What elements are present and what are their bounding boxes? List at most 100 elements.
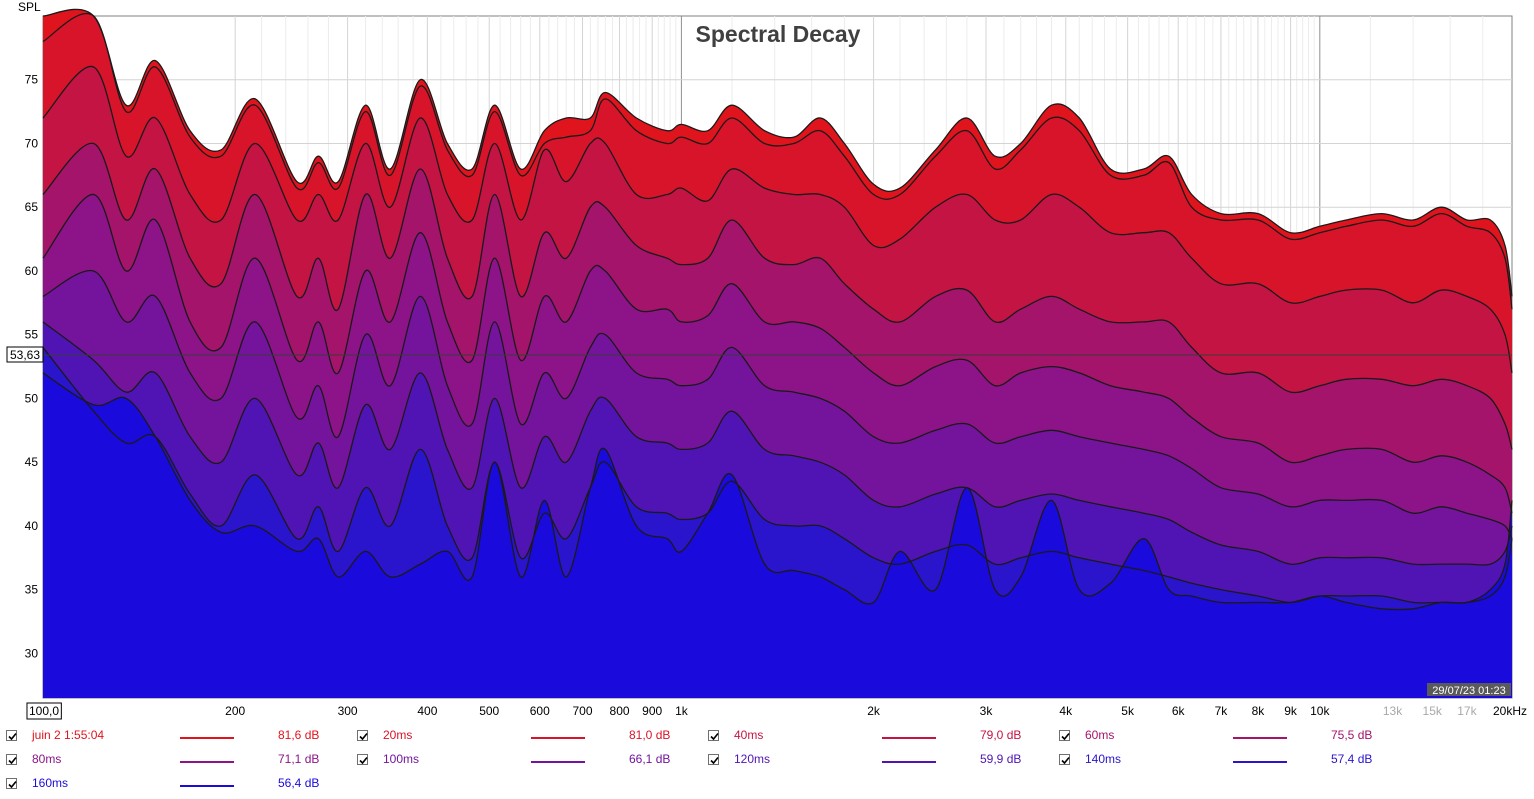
- x-tick-label: 4k: [1059, 704, 1073, 718]
- legend-label: 100ms: [383, 752, 420, 766]
- y-tick-label: 75: [25, 73, 39, 87]
- x-tick-label: 2k: [867, 704, 881, 718]
- x-tick-label: 17k: [1457, 704, 1477, 718]
- x-tick-label: 13k: [1383, 704, 1403, 718]
- legend-level: 59,9 dB: [980, 752, 1022, 766]
- x-start-box[interactable]: [26, 702, 62, 720]
- legend-item[interactable]: 140ms 57,4 dB: [1059, 752, 1399, 772]
- legend-item[interactable]: 60ms 75,5 dB: [1059, 728, 1399, 748]
- legend-checkbox[interactable]: [357, 754, 368, 765]
- legend-label: 120ms: [734, 752, 771, 766]
- y-tick-label: 65: [25, 200, 39, 214]
- legend-item[interactable]: 160ms 56,4 dB: [6, 776, 346, 796]
- decay-line-5: [42, 270, 1513, 540]
- y-tick-label: 35: [25, 583, 39, 597]
- x-tick-label: 20kHz: [1493, 704, 1527, 718]
- y-tick-label: 45: [25, 455, 39, 469]
- y-tick-labels: 30 35 40 45 50 55 60 65 70 75: [25, 73, 39, 661]
- decay-line-0: [42, 8, 1513, 297]
- legend-label: 20ms: [383, 728, 413, 742]
- legend-swatch: [531, 737, 585, 739]
- legend-checkbox[interactable]: [6, 730, 17, 741]
- legend-checkbox[interactable]: [6, 778, 17, 789]
- legend: juin 2 1:55:04 81,6 dB 20ms 81,0 dB 40ms…: [0, 726, 1534, 799]
- legend-label: juin 2 1:55:04: [32, 728, 105, 742]
- legend-checkbox[interactable]: [708, 730, 719, 741]
- legend-item[interactable]: 100ms 66,1 dB: [357, 752, 697, 772]
- legend-checkbox[interactable]: [357, 730, 368, 741]
- legend-item[interactable]: 20ms 81,0 dB: [357, 728, 697, 748]
- checkmark-icon: [8, 780, 17, 789]
- legend-label: 60ms: [1085, 728, 1115, 742]
- legend-level: 81,6 dB: [278, 728, 320, 742]
- x-tick-label: 100,0: [29, 704, 59, 718]
- x-tick-label: 1k: [675, 704, 689, 718]
- legend-level: 71,1 dB: [278, 752, 320, 766]
- x-tick-label: 700: [573, 704, 593, 718]
- x-tick-label: 600: [530, 704, 550, 718]
- legend-item[interactable]: 40ms 79,0 dB: [708, 728, 1048, 748]
- x-tick-label: 10k: [1310, 704, 1330, 718]
- decay-line-4: [42, 193, 1513, 514]
- y-axis-label: SPL: [18, 0, 41, 14]
- legend-item[interactable]: juin 2 1:55:04 81,6 dB: [6, 728, 346, 748]
- decay-line-2: [42, 65, 1513, 374]
- legend-level: 57,4 dB: [1331, 752, 1373, 766]
- legend-swatch: [1233, 737, 1287, 739]
- legend-label: 140ms: [1085, 752, 1122, 766]
- legend-item[interactable]: 120ms 59,9 dB: [708, 752, 1048, 772]
- legend-swatch: [882, 761, 936, 763]
- legend-label: 160ms: [32, 776, 69, 790]
- y-tick-label: 30: [25, 646, 39, 660]
- checkmark-icon: [1061, 756, 1070, 765]
- x-tick-label: 800: [610, 704, 630, 718]
- legend-swatch: [531, 761, 585, 763]
- decay-line-8: [42, 372, 1513, 611]
- legend-checkbox[interactable]: [1059, 754, 1070, 765]
- decay-area-8: [43, 372, 1512, 698]
- x-tick-label: 300: [338, 704, 358, 718]
- y-tick-label: 50: [25, 391, 39, 405]
- legend-level: 81,0 dB: [629, 728, 671, 742]
- x-tick-label: 9k: [1284, 704, 1298, 718]
- x-tick-label: 200: [225, 704, 245, 718]
- checkmark-icon: [710, 756, 719, 765]
- spectral-decay-chart: SPL Spectral Decay 30354045505560657075 …: [6, 0, 1527, 720]
- checkmark-icon: [359, 756, 368, 765]
- chart-title: Spectral Decay: [696, 21, 861, 47]
- x-tick-label: 3k: [980, 704, 994, 718]
- decay-line-6: [42, 321, 1513, 566]
- legend-label: 80ms: [32, 752, 62, 766]
- x-tick-label: 8k: [1252, 704, 1266, 718]
- legend-swatch: [180, 761, 234, 763]
- y-tick-label: 60: [25, 264, 39, 278]
- legend-swatch: [1233, 761, 1287, 763]
- timestamp: 29/07/23 01:23: [1432, 685, 1505, 697]
- legend-level: 75,5 dB: [1331, 728, 1373, 742]
- checkmark-icon: [1061, 732, 1070, 741]
- y-tick-label: 40: [25, 519, 39, 533]
- legend-level: 56,4 dB: [278, 776, 320, 790]
- legend-level: 66,1 dB: [629, 752, 671, 766]
- y-tick-label: 70: [25, 136, 39, 150]
- y-tick-label: 55: [25, 328, 39, 342]
- x-tick-label: 5k: [1121, 704, 1135, 718]
- x-tick-label: 6k: [1172, 704, 1186, 718]
- checkmark-icon: [359, 732, 368, 741]
- x-tick-labels: 100,0 200 300 400 500 600 700 800 900 1k 2k 3k 4k 5k 6…: [26, 702, 1527, 720]
- x-tick-label: 7k: [1215, 704, 1229, 718]
- legend-swatch: [180, 737, 234, 739]
- checkmark-icon: [710, 732, 719, 741]
- decay-outlines: [42, 8, 1513, 611]
- x-tick-label: 900: [642, 704, 662, 718]
- legend-level: 79,0 dB: [980, 728, 1022, 742]
- legend-label: 40ms: [734, 728, 764, 742]
- x-tick-label: 500: [479, 704, 499, 718]
- cursor-value-box[interactable]: 53,63: [6, 346, 44, 363]
- legend-item[interactable]: 80ms 71,1 dB: [6, 752, 346, 772]
- decay-line-3: [42, 142, 1513, 450]
- x-tick-label: 15k: [1423, 704, 1443, 718]
- legend-checkbox[interactable]: [1059, 730, 1070, 741]
- legend-checkbox[interactable]: [6, 754, 17, 765]
- legend-checkbox[interactable]: [708, 754, 719, 765]
